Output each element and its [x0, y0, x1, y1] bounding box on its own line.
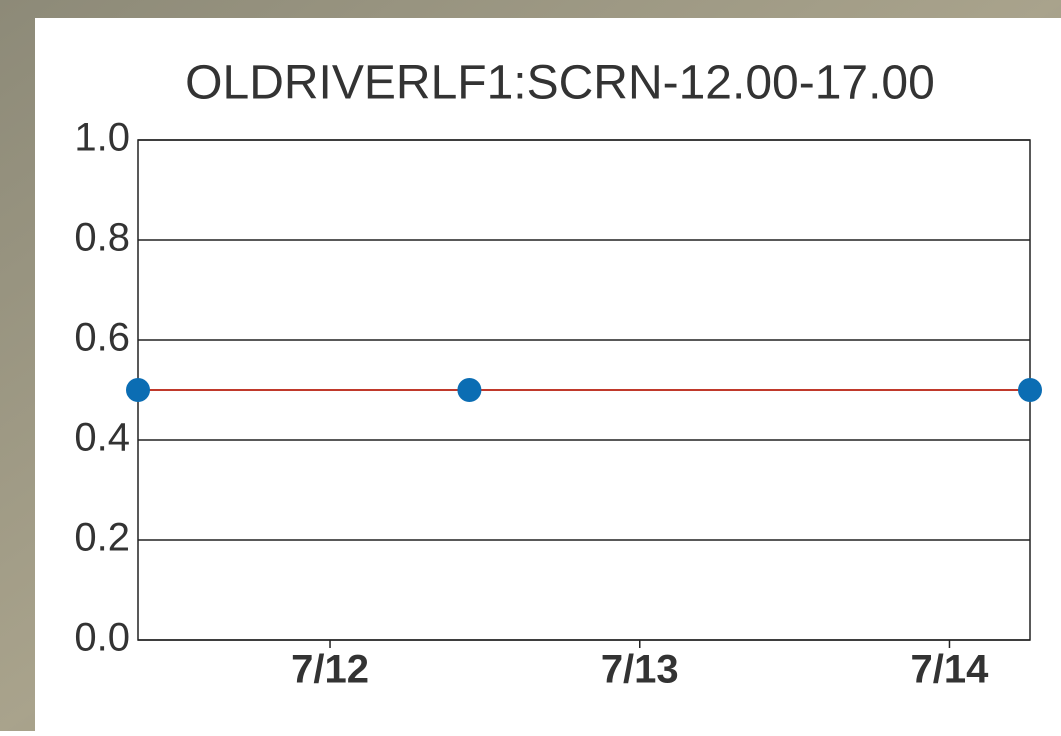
y-tick-label: 0.6 — [74, 316, 130, 360]
y-tick-label: 1.0 — [74, 116, 130, 160]
data-point — [126, 378, 150, 402]
data-point — [457, 378, 482, 402]
chart-title: OLDRIVERLF1:SCRN-12.00-17.00 — [185, 57, 935, 110]
x-tick-label: 7/14 — [911, 648, 990, 692]
y-tick-label: 0.2 — [74, 516, 130, 560]
x-tick-label: 7/12 — [291, 648, 369, 692]
data-point — [1018, 378, 1042, 402]
x-tick-label: 7/13 — [601, 648, 679, 692]
y-tick-label: 0.0 — [74, 616, 130, 660]
popup-panel — [35, 18, 1061, 731]
y-tick-label: 0.4 — [74, 416, 130, 460]
y-tick-label: 0.8 — [74, 216, 130, 260]
